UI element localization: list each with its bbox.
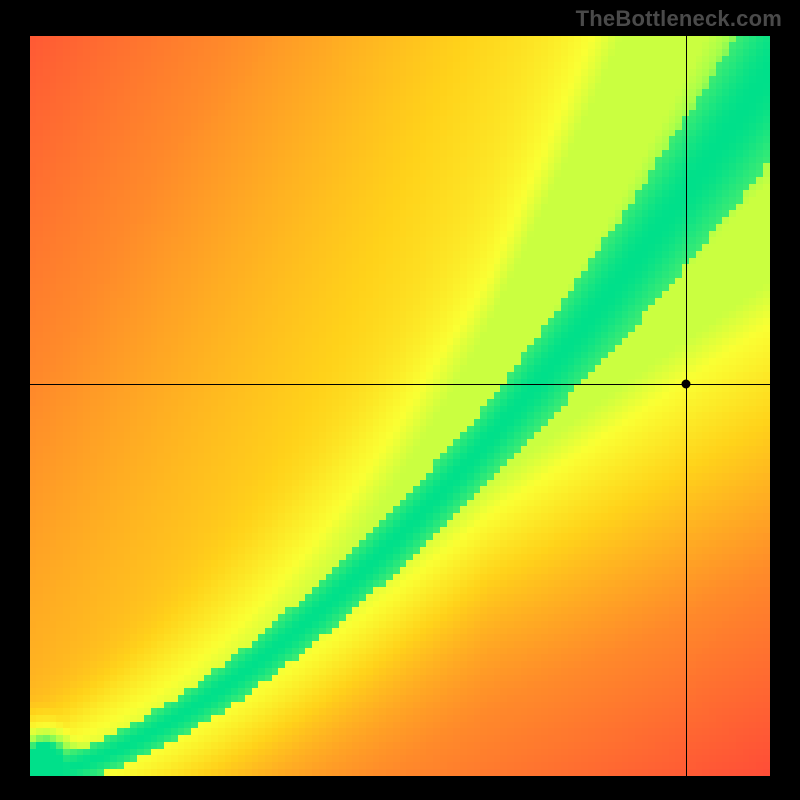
bottleneck-heatmap — [30, 36, 770, 776]
plot-frame — [30, 36, 770, 776]
chart-root: TheBottleneck.com — [0, 0, 800, 800]
crosshair-marker[interactable] — [681, 379, 690, 388]
crosshair-vertical — [686, 36, 687, 776]
crosshair-horizontal — [30, 384, 770, 385]
watermark-text: TheBottleneck.com — [576, 6, 782, 32]
